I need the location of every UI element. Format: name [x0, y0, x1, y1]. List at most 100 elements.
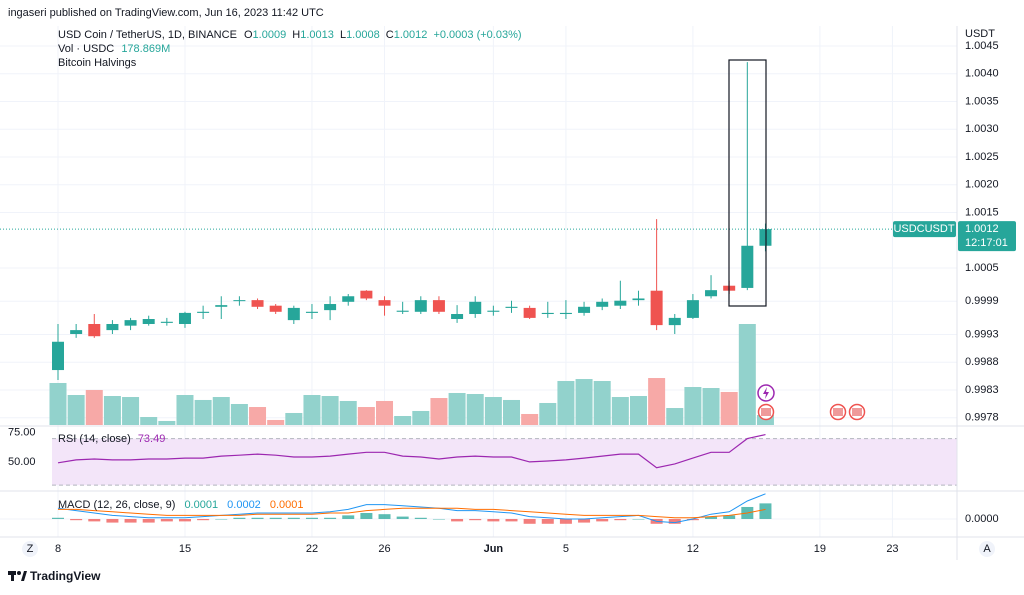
ohlc-value: 1.0012	[394, 29, 428, 41]
histogram-bar	[668, 518, 681, 524]
histogram-bar	[578, 518, 591, 523]
title: USD Coin / TetherUS, 1D, BINANCE	[58, 29, 237, 41]
rsi-value: 73.49	[138, 433, 166, 445]
candle-body	[342, 296, 355, 302]
volume-bar	[702, 388, 720, 425]
highlight-box	[728, 59, 767, 307]
marks	[0, 62, 957, 524]
candle-body	[215, 305, 228, 307]
y-unit: USDT	[965, 28, 995, 40]
event-icons	[757, 384, 866, 421]
histogram-bar	[197, 518, 210, 521]
histogram-bar	[269, 517, 282, 519]
histogram-bar	[106, 518, 119, 523]
symbol-label: USDCUSDT	[893, 223, 954, 235]
volume-bar	[448, 392, 466, 425]
change: +0.0003 (+0.03%)	[433, 29, 521, 41]
histogram-bar	[505, 518, 518, 522]
candle-body	[705, 290, 718, 297]
scale-button-label[interactable]: Z	[27, 543, 34, 555]
volume-bar	[267, 419, 285, 425]
volume-label: Vol · USDC	[58, 43, 114, 55]
ohlc-value: 1.0009	[253, 29, 287, 41]
candle-body	[614, 300, 627, 306]
candle-body	[487, 310, 500, 312]
candle-body	[233, 300, 246, 302]
histogram-bar	[305, 517, 318, 519]
x-tick-label: 23	[886, 543, 898, 555]
volume-bar	[122, 397, 140, 425]
candle-body	[650, 290, 663, 326]
x-tick-label: 5	[563, 543, 569, 555]
histogram-bar	[324, 517, 337, 519]
histogram-bar	[142, 518, 155, 523]
volume-bar	[503, 399, 520, 425]
histogram-bar	[596, 518, 609, 522]
volume-bar	[557, 380, 575, 425]
volume-bar	[194, 399, 212, 425]
histogram-bar	[432, 518, 445, 520]
candle-body	[52, 341, 64, 371]
histogram-bar	[414, 517, 427, 519]
candle-body	[596, 301, 609, 307]
histogram-bar	[178, 518, 191, 522]
volume-bar	[212, 397, 230, 425]
volume-bar	[394, 416, 412, 425]
macd-value: 0.0002	[227, 499, 261, 511]
y-tick-label: 1.0005	[965, 262, 999, 274]
y-tick-label: 0.0000	[965, 513, 999, 525]
ohlc-value: 1.0013	[300, 29, 334, 41]
volume-bar	[339, 400, 357, 425]
histogram-bar	[723, 515, 736, 519]
histogram-bar	[541, 518, 554, 524]
histogram-bar	[360, 512, 373, 519]
macd-title: MACD (12, 26, close, 9)	[58, 499, 175, 511]
y-tick-label: 1.0045	[965, 40, 999, 52]
candle-body	[432, 300, 445, 312]
histogram-bar	[233, 517, 246, 519]
x-tick-label: 26	[378, 543, 390, 555]
candle-body	[396, 310, 409, 312]
candle-body	[124, 320, 137, 326]
scale-button[interactable]	[22, 541, 38, 557]
ohlc-value: 1.0008	[346, 29, 380, 41]
ohlc-label: L	[340, 29, 346, 41]
volume-bar	[575, 379, 593, 425]
histogram-bar	[287, 517, 300, 519]
lightning	[763, 387, 769, 399]
countdown-label: 12:17:01	[965, 237, 1008, 249]
histogram-bar	[378, 514, 391, 519]
candle-body	[287, 307, 300, 321]
volume-bar	[49, 382, 67, 425]
histogram-bar	[705, 516, 718, 519]
volume-bar	[67, 395, 85, 425]
rsi-line	[57, 434, 766, 469]
scale-button[interactable]	[979, 541, 995, 557]
volume-value: 178.869M	[121, 43, 170, 55]
volume-bar	[321, 396, 339, 425]
ohlc-label: H	[292, 29, 300, 41]
volume-bar	[430, 398, 448, 425]
candle-body	[741, 245, 754, 288]
scale-button-label[interactable]: A	[983, 543, 991, 555]
candle-body	[523, 307, 536, 318]
candle-body	[469, 301, 482, 315]
volume-bar	[738, 324, 756, 425]
y-tick-label: 1.0020	[965, 179, 999, 191]
price-label: 1.0012	[965, 223, 999, 235]
volume-bar	[230, 403, 248, 425]
histogram-bar	[52, 517, 64, 519]
y-tick-label: 75.00	[8, 427, 36, 439]
candle-body	[632, 298, 645, 301]
volume-bar	[684, 387, 702, 425]
y-tick-label: 0.9999	[965, 295, 999, 307]
x-tick-label: 15	[179, 543, 191, 555]
logo-part	[21, 571, 27, 581]
histogram-bar	[124, 518, 137, 523]
flag	[761, 408, 771, 416]
candle-body	[686, 300, 699, 318]
main-legend: USD Coin / TetherUS, 1D, BINANCE O1.0009…	[58, 29, 522, 41]
histogram-bar	[396, 516, 409, 519]
y-tick-label: 0.9978	[965, 412, 999, 424]
